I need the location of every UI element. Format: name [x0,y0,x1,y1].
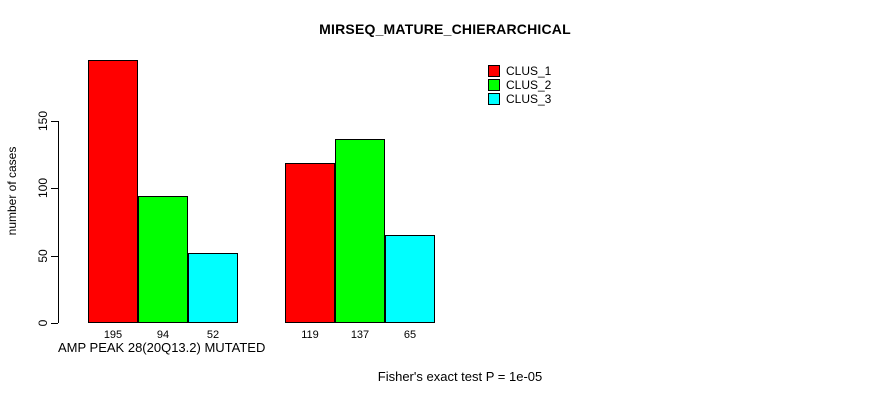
x-axis-label: AMP PEAK 28(20Q13.2) MUTATED [58,340,266,355]
legend-item: CLUS_3 [488,92,551,106]
bar-value-clus_2-group-2: 137 [350,329,370,341]
bar-clus_2-group-2 [335,139,385,323]
legend-item: CLUS_2 [488,78,551,92]
bar-value-clus_1-group-2: 119 [301,329,319,341]
y-axis-label: number of cases [5,146,19,236]
legend: CLUS_1 CLUS_2 CLUS_3 [488,64,551,106]
legend-swatch [488,93,500,105]
y-axis-tick [51,255,58,257]
bar-clus_2-group-1 [138,196,188,323]
y-axis-tick [51,121,58,122]
y-axis-tick [51,188,58,190]
legend-swatch [488,65,500,77]
bar-clus_1-group-1 [88,60,138,323]
bar-value-clus_3-group-2: 65 [403,329,417,341]
y-tick-label: 100 [36,178,50,199]
y-axis-line [58,121,59,323]
bar-value-clus_1-group-1: 195 [103,329,123,341]
y-tick-label: 50 [36,248,50,263]
legend-item-label: CLUS_2 [506,78,552,92]
bar-clus_3-group-2 [385,235,435,323]
footnote: Fisher's exact test P = 1e-05 [377,369,543,384]
legend-item: CLUS_1 [488,64,551,78]
bar-value-clus_3-group-1: 52 [206,329,220,341]
y-tick-label: 150 [36,110,50,132]
y-axis-tick [51,323,58,324]
bar-clus_3-group-1 [188,253,238,323]
chart-title: MIRSEQ_MATURE_CHIERARCHICAL [319,21,571,37]
bar-clus_1-group-2 [285,163,335,323]
legend-swatch [488,79,500,91]
legend-item-label: CLUS_1 [506,64,552,78]
bar-value-clus_2-group-1: 94 [156,329,170,341]
y-tick-label: 0 [36,319,50,327]
legend-item-label: CLUS_3 [506,92,552,106]
